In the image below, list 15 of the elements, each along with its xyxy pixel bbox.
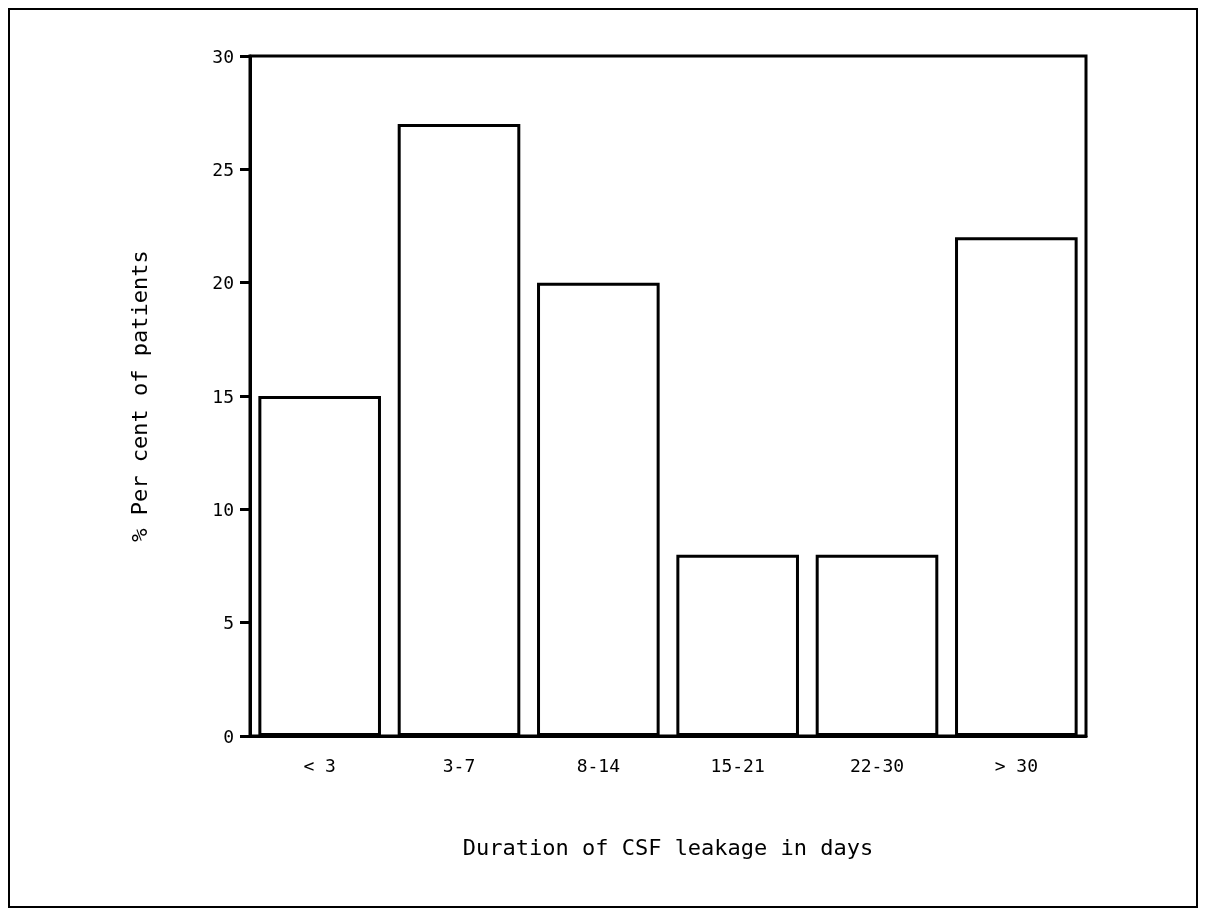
y-tick-label: 0 <box>223 725 234 747</box>
x-axis-title: Duration of CSF leakage in days <box>462 834 874 860</box>
x-tick-label: < 3 <box>303 754 336 776</box>
x-tick-label: 22-30 <box>849 754 905 776</box>
y-tick-label: 20 <box>212 272 234 294</box>
y-tick-label: 30 <box>212 45 234 67</box>
y-tick-label: 25 <box>212 158 234 180</box>
x-tick-label: 15-21 <box>710 754 765 776</box>
x-tick-label: > 30 <box>994 754 1039 776</box>
x-tick-label: 8-14 <box>576 754 621 776</box>
y-tick-label: 5 <box>223 612 234 634</box>
x-tick-label: 3-7 <box>442 754 476 776</box>
y-axis-title: % Per cent of patients <box>126 250 152 542</box>
y-tick-label: 10 <box>212 498 234 520</box>
y-tick-label: 15 <box>212 385 234 407</box>
